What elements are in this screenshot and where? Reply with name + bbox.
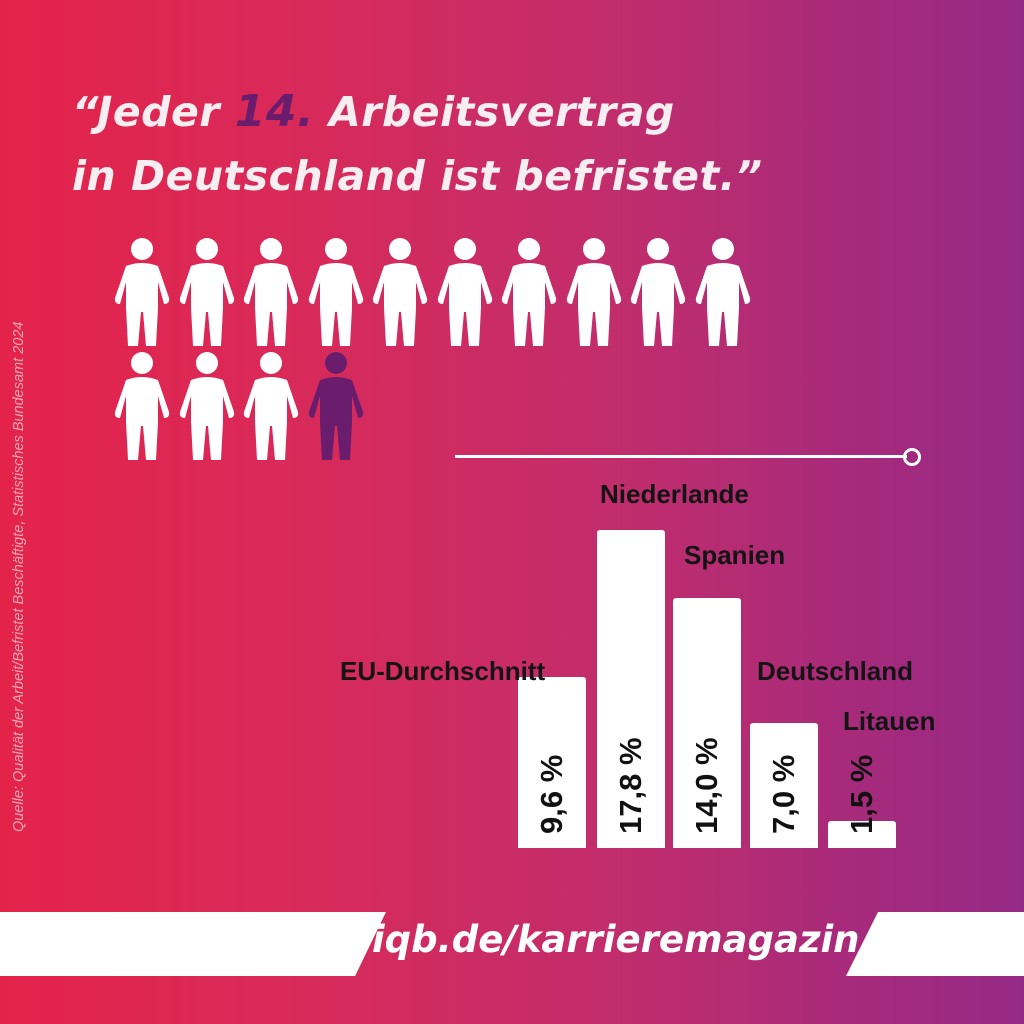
person-icon: [626, 236, 691, 346]
value-label-text: 9,6 %: [534, 754, 569, 834]
person-icon: [497, 236, 562, 346]
value-label-text: 1,5 %: [844, 754, 879, 834]
headline-highlight: 14.: [234, 86, 315, 137]
category-label: Litauen: [843, 706, 936, 736]
person-icon: [691, 236, 756, 346]
pictogram: [110, 236, 770, 464]
footer-banner: iqb.de/karrieremagazin: [0, 912, 1024, 976]
person-icon: [239, 236, 304, 346]
person-icon: [304, 236, 369, 346]
value-label-text: 17,8 %: [613, 737, 648, 834]
headline: “Jeder 14. Arbeitsvertrag in Deutschland…: [72, 80, 763, 208]
banner-stripe-left: [0, 912, 386, 976]
person-icon: [433, 236, 498, 346]
bar-niederlande: [597, 530, 665, 848]
person-icon: [110, 236, 175, 346]
person-icon: [239, 350, 304, 460]
bar-litauen: [828, 821, 896, 848]
bar-deutschland: [750, 722, 818, 848]
person-icon: [368, 236, 433, 346]
source-note: Quelle: Qualität der Arbeit/Befristet Be…: [11, 321, 27, 832]
bar-spanien: [673, 597, 741, 848]
banner-stripe-right: [846, 912, 1024, 976]
pictogram-row: [110, 350, 770, 464]
category-label: Deutschland: [757, 656, 914, 686]
divider-end-circle: [903, 448, 921, 466]
person-icon: [562, 236, 627, 346]
category-label: Niederlande: [600, 479, 749, 509]
headline-text: “Jeder: [72, 88, 235, 136]
divider-line: [455, 455, 907, 458]
person-icon: [110, 350, 175, 460]
value-label-text: 7,0 %: [766, 754, 801, 834]
category-label: Spanien: [684, 540, 786, 570]
value-label-text: 14,0 %: [689, 737, 724, 834]
headline-text: Arbeitsvertrag: [314, 88, 675, 136]
person-icon: [175, 350, 240, 460]
person-icon: [175, 236, 240, 346]
pictogram-row: [110, 236, 770, 350]
bar-eu-durchschnitt: [518, 676, 586, 848]
person-icon-highlighted: [304, 350, 369, 460]
footer-url-link[interactable]: iqb.de/karrieremagazin: [372, 918, 860, 961]
category-label: EU-Durchschnitt: [340, 656, 546, 686]
headline-line2: in Deutschland ist befristet.”: [72, 152, 763, 200]
